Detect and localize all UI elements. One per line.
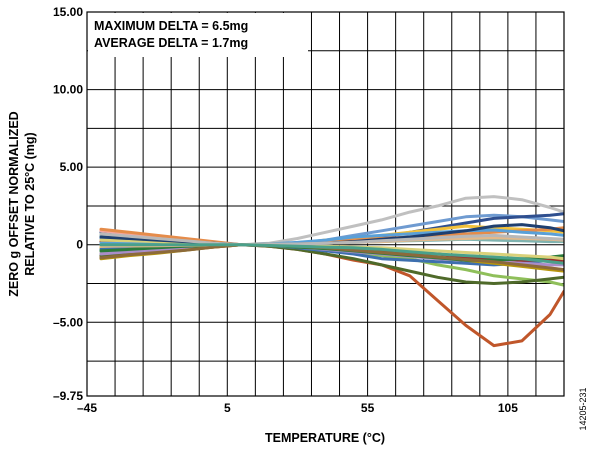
annotation-average-delta: AVERAGE DELTA = 1.7mg [94, 36, 248, 50]
x-tick-label: 55 [361, 401, 375, 415]
series-line-20 [99, 243, 564, 272]
x-tick-label: 5 [224, 401, 231, 415]
x-tick-labels: –45 5 55 105 [77, 401, 518, 415]
series-line-22 [99, 243, 564, 265]
y-tick-label: 10.00 [53, 83, 83, 97]
y-tick-labels: 15.00 10.00 5.00 0 –5.00 –9.75 [53, 5, 83, 403]
annotation-box [88, 13, 308, 57]
plot-frame [86, 11, 565, 397]
y-tick-label: –5.00 [53, 315, 83, 329]
x-tick-label: 105 [498, 401, 518, 415]
series-line-21 [99, 232, 564, 247]
y-axis-title-line-2: RELATIVE TO 25°C (mg) [23, 132, 37, 275]
y-tick-label: –9.75 [53, 389, 83, 403]
series-line-10 [99, 226, 564, 247]
annotation-max-delta: MAXIMUM DELTA = 6.5mg [94, 19, 248, 33]
y-tick-label: 5.00 [60, 160, 84, 174]
plot-background [87, 12, 564, 396]
y-tick-label: 15.00 [53, 5, 83, 19]
x-axis-title: TEMPERATURE (°C) [265, 431, 385, 445]
series-layer [99, 195, 564, 348]
x-tick-label: –45 [77, 401, 97, 415]
y-tick-label: 0 [76, 238, 83, 252]
figure-id: 14205-231 [578, 387, 588, 430]
y-axis-title-line-1: ZERO g OFFSET NORMALIZED [7, 111, 21, 296]
